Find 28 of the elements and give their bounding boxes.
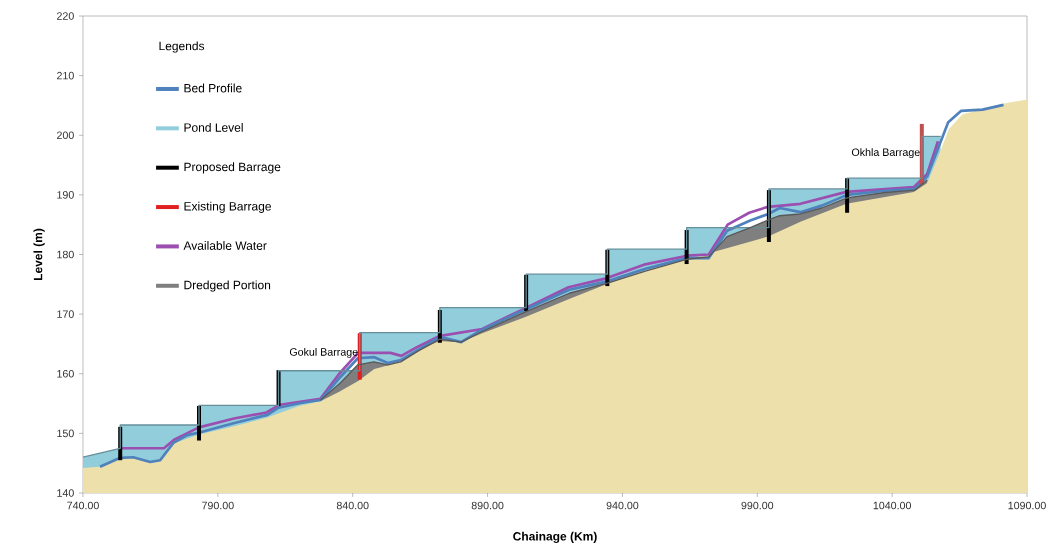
x-tick-label: 890.00 bbox=[471, 501, 504, 510]
legend-title: Legends bbox=[159, 41, 205, 53]
legend-label: Dredged Portion bbox=[184, 280, 271, 292]
y-tick-label: 210 bbox=[57, 71, 74, 80]
y-tick-label: 160 bbox=[57, 369, 74, 378]
annotation: Okhla Barrage bbox=[851, 148, 920, 159]
legend-label: Existing Barrage bbox=[184, 201, 271, 213]
legend-label: Available Water bbox=[183, 241, 267, 250]
y-tick-label: 190 bbox=[57, 191, 74, 199]
x-axis-title: Chainage (Km) bbox=[513, 531, 597, 543]
legend-label: Proposed Barrage bbox=[184, 162, 281, 174]
y-tick-label: 180 bbox=[57, 250, 74, 259]
x-tick-label: 840.00 bbox=[336, 501, 369, 510]
legend-label: Bed Profile bbox=[184, 83, 242, 93]
y-axis-title: Level (m) bbox=[33, 228, 45, 281]
x-tick-label: 1090.00 bbox=[1008, 501, 1046, 510]
y-tick-label: 220 bbox=[57, 12, 74, 20]
x-tick-label: 940.00 bbox=[606, 501, 639, 510]
x-tick-label: 740.00 bbox=[67, 501, 99, 510]
x-tick-label: 790.00 bbox=[202, 501, 234, 510]
x-tick-label: 1040.00 bbox=[873, 501, 912, 510]
x-tick-label: 990.00 bbox=[741, 501, 774, 510]
legend-label: Pond Level bbox=[184, 122, 243, 132]
y-tick-label: 200 bbox=[57, 131, 74, 140]
annotation: Gokul Barrage bbox=[289, 347, 358, 358]
y-tick-label: 150 bbox=[57, 429, 74, 438]
y-tick-label: 140 bbox=[57, 489, 74, 497]
y-tick-label: 170 bbox=[57, 310, 74, 318]
